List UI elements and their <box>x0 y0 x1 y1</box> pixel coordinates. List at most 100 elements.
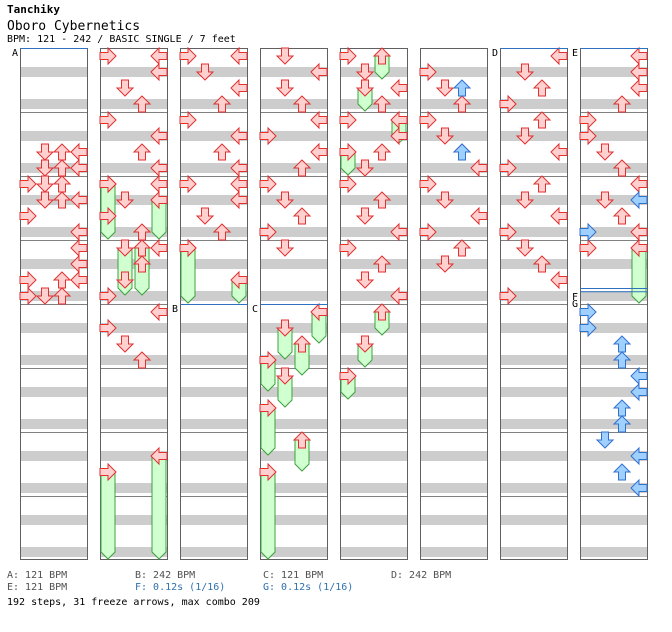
step-arrow <box>355 207 375 225</box>
step-arrow <box>275 47 295 65</box>
step-arrow <box>612 95 632 113</box>
chart-author: Tanchiky <box>7 3 60 16</box>
beat-band <box>500 272 568 288</box>
step-arrow <box>355 159 375 177</box>
beat-band <box>20 355 88 365</box>
step-arrow <box>532 79 552 97</box>
step-arrow <box>355 271 375 289</box>
step-arrow <box>132 255 152 273</box>
beat-band <box>100 80 168 96</box>
beat-band <box>500 195 568 205</box>
beat-band <box>500 67 568 77</box>
beat-band <box>100 451 168 461</box>
beat-band <box>100 547 168 557</box>
step-arrow <box>275 191 295 209</box>
beat-band <box>580 176 648 192</box>
legend-entry: A: 121 BPM <box>7 570 68 581</box>
step-arrow <box>230 190 248 210</box>
song-title: Oboro Cybernetics <box>7 19 141 34</box>
beat-band <box>340 176 408 192</box>
step-arrow <box>339 174 357 194</box>
beat-band <box>180 355 248 365</box>
step-arrow <box>595 143 615 161</box>
beat-band <box>420 515 488 525</box>
beat-band <box>100 387 168 397</box>
beat-band <box>420 304 488 320</box>
beat-band <box>420 368 488 384</box>
beat-band <box>340 323 408 333</box>
beat-band <box>340 483 408 493</box>
beat-band <box>20 464 88 480</box>
beat-band <box>340 464 408 480</box>
beat-band <box>180 419 248 429</box>
step-arrow <box>259 174 277 194</box>
beat-band <box>180 400 248 416</box>
beat-band <box>180 464 248 480</box>
beat-band <box>420 227 488 237</box>
beat-band <box>420 528 488 544</box>
beat-band <box>500 451 568 461</box>
beat-band <box>20 112 88 128</box>
column-border <box>100 48 168 560</box>
beat-band <box>20 259 88 269</box>
step-arrow <box>132 95 152 113</box>
step-arrow <box>150 62 168 82</box>
chart-column: E FG <box>572 46 648 560</box>
step-arrow <box>310 142 328 162</box>
beat-band <box>100 112 168 128</box>
step-arrow <box>195 207 215 225</box>
beat-band <box>180 195 248 205</box>
beat-band <box>580 195 648 205</box>
beat-band <box>180 451 248 461</box>
beat-band <box>100 208 168 224</box>
step-arrow <box>150 158 168 178</box>
beat-band <box>20 80 88 96</box>
beat-band <box>340 528 408 544</box>
step-arrow <box>19 174 37 194</box>
beat-band <box>100 336 168 352</box>
beat-band <box>340 131 408 141</box>
step-arrow <box>532 111 552 129</box>
beat-band <box>500 323 568 333</box>
beat-band <box>340 496 408 512</box>
step-arrow-alt <box>630 446 648 466</box>
beat-band <box>420 176 488 192</box>
step-arrow <box>355 63 375 81</box>
step-arrow <box>292 207 312 225</box>
step-arrow <box>630 222 648 242</box>
beat-band <box>20 419 88 429</box>
step-arrow <box>515 191 535 209</box>
beat-band <box>260 323 328 333</box>
beat-band <box>580 432 648 448</box>
beat-band <box>180 323 248 333</box>
step-arrow-alt <box>630 366 648 386</box>
step-arrow <box>435 255 455 273</box>
chart-column: B <box>172 46 248 560</box>
beat-band <box>260 368 328 384</box>
beat-band <box>340 515 408 525</box>
step-arrow <box>19 270 37 290</box>
speed-marker-label: D <box>492 48 498 59</box>
step-arrow <box>259 222 277 242</box>
beat-band <box>100 528 168 544</box>
step-arrow <box>99 110 117 130</box>
step-arrow <box>499 158 517 178</box>
beat-band <box>420 195 488 205</box>
freeze-head-arrow <box>630 238 648 258</box>
beat-band <box>420 259 488 269</box>
beat-band <box>260 355 328 365</box>
beat-band <box>20 387 88 397</box>
beat-band <box>420 336 488 352</box>
beat-band <box>100 48 168 64</box>
beat-band <box>180 387 248 397</box>
beat-band <box>180 112 248 128</box>
step-arrow <box>115 191 135 209</box>
step-arrow <box>70 222 88 242</box>
chart-column <box>419 48 488 560</box>
beat-band <box>580 259 648 269</box>
speed-marker-label: G <box>572 299 578 310</box>
step-arrow <box>275 79 295 97</box>
beat-band <box>20 496 88 512</box>
step-arrow-alt <box>595 431 615 449</box>
step-arrow-alt <box>579 318 597 338</box>
